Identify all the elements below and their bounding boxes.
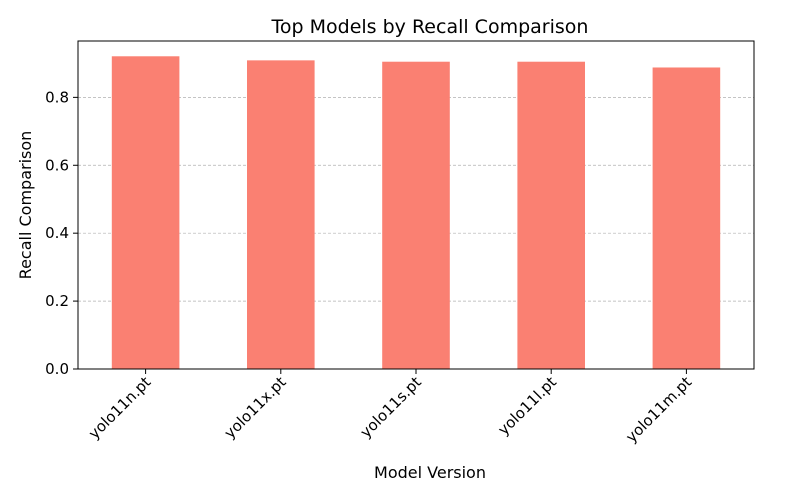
bar-yolo11s-pt bbox=[382, 61, 450, 369]
x-tick-label: yolo11m.pt bbox=[622, 373, 695, 446]
bar-yolo11x-pt bbox=[247, 60, 315, 370]
y-tick-label: 0.4 bbox=[45, 224, 69, 242]
y-tick-label: 0.2 bbox=[45, 292, 69, 310]
x-tick-label: yolo11x.pt bbox=[221, 373, 290, 442]
y-tick-label: 0.8 bbox=[45, 88, 69, 106]
bar-layer bbox=[111, 56, 721, 370]
x-axis-title: Model Version bbox=[374, 463, 486, 482]
x-tick-label: yolo11s.pt bbox=[357, 373, 425, 441]
bar-yolo11l-pt bbox=[517, 61, 585, 369]
x-tick-label: yolo11l.pt bbox=[494, 373, 560, 439]
bar-yolo11m-pt bbox=[652, 67, 721, 370]
chart-title: Top Models by Recall Comparison bbox=[271, 16, 589, 38]
y-axis-title: Recall Comparison bbox=[16, 131, 35, 280]
y-tick-label: 0.0 bbox=[45, 360, 69, 378]
y-tick-label: 0.6 bbox=[45, 156, 69, 174]
x-tick-label: yolo11n.pt bbox=[85, 373, 154, 442]
bar-yolo11n-pt bbox=[111, 56, 180, 369]
